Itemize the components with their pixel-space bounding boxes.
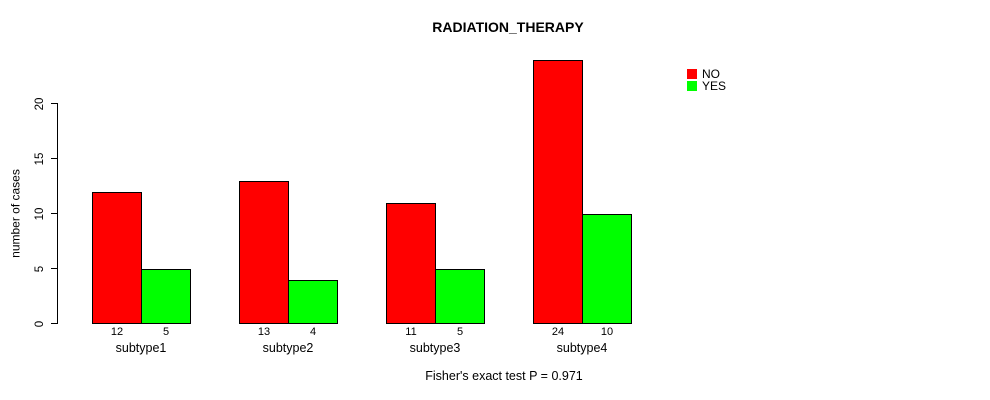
legend-entry-no: NO bbox=[687, 68, 726, 80]
y-axis-tick bbox=[51, 268, 58, 269]
bar-value-label-no-subtype4: 24 bbox=[551, 326, 565, 338]
bar-no-subtype3 bbox=[386, 202, 436, 324]
y-axis-tick-label: 15 bbox=[34, 152, 46, 165]
chart-title: RADIATION_THERAPY bbox=[432, 19, 584, 35]
y-axis-tick bbox=[51, 323, 58, 324]
statistical-test-note: Fisher's exact test P = 0.971 bbox=[425, 369, 583, 383]
bar-value-label-yes-subtype4: 10 bbox=[600, 326, 614, 338]
legend: NO YES bbox=[687, 68, 726, 92]
y-axis-tick-label: 10 bbox=[34, 207, 46, 220]
bar-value-label-no-subtype2: 13 bbox=[257, 326, 271, 338]
bar-value-label-yes-subtype2: 4 bbox=[309, 326, 317, 338]
legend-label-no: NO bbox=[702, 67, 720, 81]
y-axis-title: number of cases bbox=[8, 169, 22, 258]
bar-no-subtype1 bbox=[92, 191, 142, 324]
bar-yes-subtype3 bbox=[435, 268, 485, 324]
legend-swatch-no-icon bbox=[687, 69, 697, 79]
category-label-subtype3: subtype3 bbox=[409, 341, 461, 355]
y-axis-tick-label: 20 bbox=[34, 97, 46, 110]
y-axis-tick-label: 5 bbox=[34, 265, 46, 272]
bar-no-subtype4 bbox=[533, 59, 583, 324]
y-axis-tick bbox=[51, 158, 58, 159]
y-axis-tick bbox=[51, 213, 58, 214]
bar-value-label-no-subtype1: 12 bbox=[110, 326, 124, 338]
bar-yes-subtype1 bbox=[141, 268, 191, 324]
category-label-subtype2: subtype2 bbox=[262, 341, 314, 355]
legend-swatch-yes-icon bbox=[687, 81, 697, 91]
y-axis-tick-label: 0 bbox=[34, 320, 46, 327]
category-label-subtype1: subtype1 bbox=[115, 341, 167, 355]
legend-label-yes: YES bbox=[702, 79, 727, 93]
bar-value-label-yes-subtype3: 5 bbox=[456, 326, 464, 338]
bar-no-subtype2 bbox=[239, 180, 289, 324]
y-axis-tick bbox=[51, 103, 58, 104]
bar-value-label-no-subtype3: 11 bbox=[405, 326, 417, 338]
bar-yes-subtype4 bbox=[582, 213, 632, 324]
category-label-subtype4: subtype4 bbox=[556, 341, 608, 355]
legend-entry-yes: YES bbox=[687, 80, 726, 92]
bar-yes-subtype2 bbox=[288, 279, 338, 324]
bar-value-label-yes-subtype1: 5 bbox=[162, 326, 170, 338]
